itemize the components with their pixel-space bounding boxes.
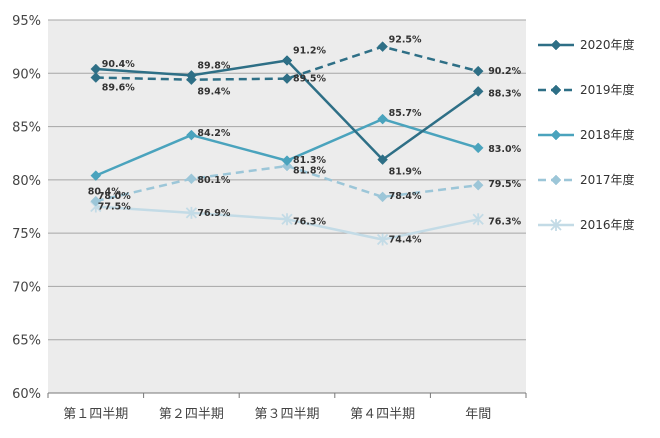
- data-label: 89.8%: [197, 60, 230, 71]
- y-tick-label: 95%: [12, 14, 41, 29]
- series-group: [90, 41, 484, 246]
- legend-marker: [550, 219, 562, 231]
- data-point: [281, 55, 293, 66]
- data-point: [90, 63, 102, 75]
- data-label: 76.3%: [488, 216, 521, 227]
- data-point: [472, 65, 484, 77]
- data-label: 78.0%: [98, 191, 131, 202]
- data-label: 80.4%: [88, 187, 121, 198]
- data-point: [281, 73, 293, 84]
- x-axis: 第１四半期 第２四半期 第３四半期 第４四半期 年間: [63, 407, 491, 422]
- data-label: 92.5%: [389, 35, 422, 46]
- data-point: [472, 86, 484, 97]
- legend: 2020年度 2019年度 2018年度 2017年度 2016年度: [538, 37, 635, 232]
- x-tick-label: 第４四半期: [350, 407, 415, 422]
- legend-marker: [550, 174, 562, 186]
- data-point: [186, 129, 197, 141]
- data-point: [186, 70, 197, 81]
- data-label: 85.7%: [389, 108, 422, 119]
- data-label: 90.4%: [102, 59, 135, 70]
- x-tick-label: 第１四半期: [63, 407, 128, 422]
- gridlines: [47, 19, 527, 398]
- y-tick-label: 65%: [12, 334, 41, 349]
- data-label: 89.5%: [293, 74, 326, 85]
- data-label: 89.6%: [102, 83, 135, 94]
- legend-marker: [550, 129, 562, 141]
- legend-marker: [550, 39, 562, 51]
- data-label: 83.0%: [488, 144, 521, 155]
- data-point: [281, 155, 293, 167]
- data-point: [377, 113, 388, 125]
- data-point: [90, 72, 102, 83]
- data-point: [472, 179, 484, 191]
- data-point: [186, 173, 197, 185]
- data-point: [281, 213, 293, 226]
- data-label: 81.3%: [293, 155, 326, 166]
- x-tick-label: 年間: [465, 407, 491, 422]
- data-label: 76.3%: [293, 216, 326, 227]
- legend-label: 2016年度: [580, 217, 635, 232]
- data-point: [377, 191, 388, 203]
- data-point: [377, 154, 388, 165]
- data-point: [377, 41, 388, 52]
- data-label: 89.4%: [197, 87, 230, 98]
- data-label: 81.8%: [293, 166, 326, 177]
- y-tick-label: 70%: [12, 280, 41, 295]
- series-line: [95, 164, 479, 203]
- data-label: 79.5%: [488, 179, 521, 190]
- y-tick-label: 85%: [12, 121, 41, 136]
- data-label: 80.1%: [197, 175, 230, 186]
- data-point: [376, 233, 389, 246]
- data-point: [90, 170, 102, 181]
- data-label: 74.4%: [389, 235, 422, 246]
- y-tick-label: 80%: [12, 174, 41, 189]
- data-label: 76.9%: [197, 208, 230, 219]
- data-label: 81.9%: [389, 167, 422, 178]
- data-label: 90.2%: [488, 66, 521, 77]
- data-point: [472, 142, 484, 154]
- data-label: 77.5%: [98, 202, 131, 213]
- legend-label: 2019年度: [580, 82, 635, 97]
- legend-label: 2017年度: [580, 172, 635, 187]
- x-tick-label: 第３四半期: [254, 407, 319, 422]
- legend-label: 2020年度: [580, 37, 635, 52]
- data-label: 78.4%: [389, 191, 422, 202]
- y-tick-label: 90%: [12, 67, 41, 82]
- y-tick-label: 60%: [12, 387, 41, 402]
- data-label: 84.2%: [197, 128, 230, 139]
- data-point: [185, 206, 198, 219]
- legend-marker: [550, 84, 562, 96]
- y-tick-label: 75%: [12, 227, 41, 242]
- data-label: 88.3%: [488, 88, 521, 99]
- x-tick-label: 第２四半期: [159, 407, 224, 422]
- data-point: [472, 213, 484, 226]
- data-labels: 90.4% 89.8% 91.2% 81.9% 88.3% 89.6% 89.4% 89.5%…: [88, 35, 522, 246]
- data-label: 91.2%: [293, 45, 326, 56]
- data-point: [90, 195, 102, 207]
- legend-label: 2018年度: [580, 127, 635, 142]
- y-axis: 60% 65% 70% 75% 80% 85% 90% 95%: [12, 14, 41, 402]
